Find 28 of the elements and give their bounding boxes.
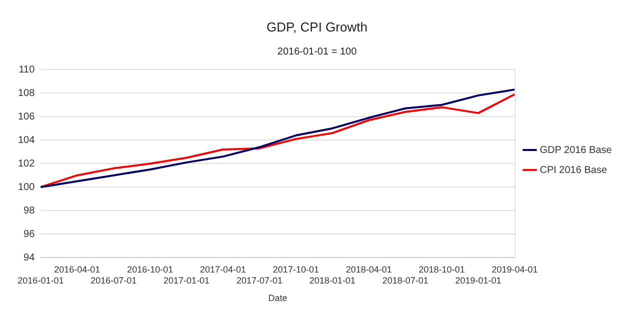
y-tick-label: 96 [24, 228, 36, 240]
x-tick-label: 2018-10-01 [418, 264, 465, 274]
x-tick-label: 2018-04-01 [346, 264, 392, 274]
x-tick-label: 2019-04-01 [492, 264, 538, 274]
x-tick-label: 2016-10-01 [127, 264, 174, 274]
y-tick-label: 110 [18, 64, 36, 76]
x-tick-label: 2017-04-01 [200, 264, 246, 274]
y-tick-label: 100 [18, 182, 36, 193]
y-tick-label: 94 [24, 252, 36, 264]
legend-label: CPI 2016 Base [540, 164, 608, 176]
legend-label: GDP 2016 Base [540, 144, 612, 156]
chart-subtitle: 2016-01-01 = 100 [277, 46, 358, 58]
y-tick-label: 102 [18, 158, 36, 170]
x-tick-label: 2017-07-01 [236, 275, 282, 286]
y-tick-label: 104 [18, 134, 36, 146]
x-axis-title: Date [268, 293, 288, 304]
y-tick-label: 98 [24, 205, 36, 216]
x-tick-label: 2016-04-01 [54, 264, 100, 274]
x-tick-label: 2016-01-01 [18, 275, 64, 286]
x-tick-label: 2018-07-01 [382, 275, 428, 286]
x-tick-label: 2017-01-01 [164, 275, 210, 286]
x-tick-label: 2018-01-01 [309, 275, 356, 286]
chart-title: GDP, CPI Growth [266, 19, 368, 34]
y-tick-label: 108 [18, 88, 36, 99]
x-tick-label: 2017-10-01 [272, 264, 319, 274]
y-tick-label: 106 [18, 111, 36, 122]
x-tick-label: 2016-07-01 [90, 275, 137, 286]
x-tick-label: 2019-01-01 [455, 275, 502, 286]
